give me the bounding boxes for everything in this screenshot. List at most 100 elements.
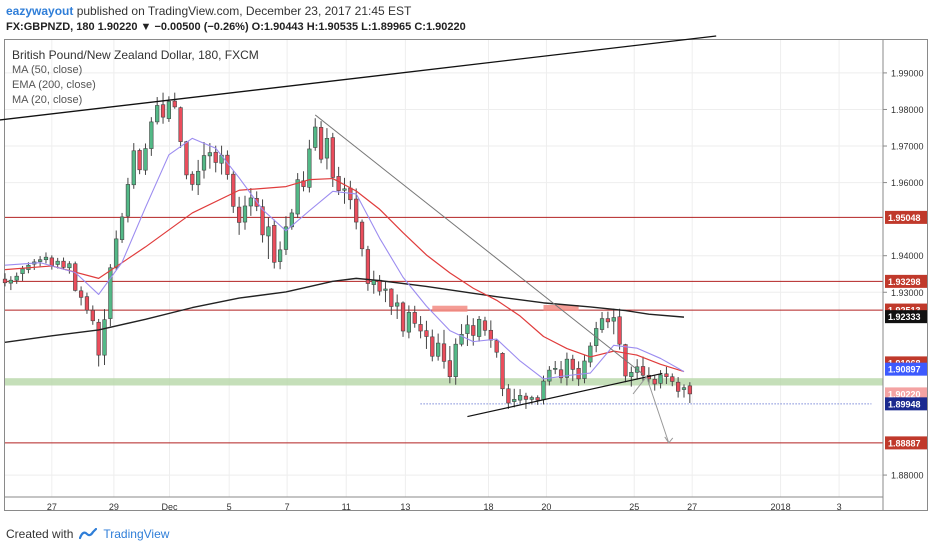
candle-body	[260, 206, 265, 236]
candle-body	[400, 302, 406, 332]
time-tick-label: 5	[227, 502, 232, 512]
projection-path	[632, 375, 670, 444]
candle-body	[55, 260, 60, 265]
candle-body	[676, 381, 681, 392]
candle-body	[196, 170, 201, 186]
author[interactable]: eazywayout	[6, 4, 74, 18]
candle-body	[406, 312, 411, 333]
candle-body	[184, 141, 189, 176]
legend-ma50[interactable]: MA (50, close)	[12, 64, 83, 76]
resistance-marker	[543, 304, 579, 311]
time-tick-label: 27	[687, 502, 697, 512]
candle-body	[131, 150, 136, 186]
candle-body	[73, 263, 78, 291]
candle-body	[342, 188, 347, 191]
candle-body	[354, 198, 359, 223]
candle-body	[477, 319, 482, 337]
price-label: 1.92333	[888, 312, 921, 322]
ma20-line	[4, 137, 685, 380]
candle-body	[523, 395, 529, 400]
candle-body	[84, 296, 90, 311]
candle-body	[582, 360, 587, 379]
candle-body	[570, 358, 575, 370]
candle-body	[102, 319, 107, 356]
time-tick-label: 25	[629, 502, 639, 512]
price-axis: 1.99000 1.98000 1.97000 1.96000 1.94000 1.930…	[882, 40, 927, 511]
candle-body	[389, 288, 394, 307]
time-tick-label: 18	[483, 502, 493, 512]
time-tick-label: 27	[47, 502, 57, 512]
candle-body	[564, 358, 570, 378]
candle-body	[172, 100, 177, 108]
candle-body	[330, 137, 335, 178]
candle-body	[611, 317, 616, 322]
legend-ma20[interactable]: MA (20, close)	[12, 94, 83, 106]
candle-body	[465, 324, 470, 334]
candle-body	[8, 279, 13, 284]
support-zone	[5, 378, 883, 386]
candle-body	[599, 318, 605, 330]
candle-body	[453, 343, 458, 378]
candle-body	[20, 268, 25, 274]
price-label: 1.93298	[888, 277, 921, 287]
candle-body	[272, 225, 277, 263]
candle-body	[336, 176, 341, 191]
price-label-bg	[885, 210, 927, 224]
candle-body	[295, 179, 300, 215]
candle-body	[670, 376, 675, 382]
resistance-marker	[432, 305, 468, 312]
price-label-bg	[885, 387, 927, 401]
candle-body	[681, 387, 687, 390]
ma50-line	[4, 177, 685, 373]
candle-body	[2, 278, 8, 284]
candle-body	[447, 360, 452, 378]
candle-body	[629, 372, 634, 378]
candle-body	[149, 121, 154, 149]
candle-body	[178, 107, 183, 142]
candle-body	[137, 150, 142, 171]
candle-body	[365, 249, 371, 284]
price-tick-label: 1.97000	[891, 142, 924, 152]
tradingview-link[interactable]: TradingView	[103, 527, 170, 541]
time-tick-label: 2018	[771, 502, 791, 512]
candle-body	[488, 329, 493, 341]
time-tick-label: 29	[109, 502, 119, 512]
tradingview-logo-icon	[79, 528, 98, 540]
candle-body	[541, 380, 546, 401]
candle-body	[301, 180, 306, 187]
candle-body	[78, 290, 84, 298]
legend: British Pound/New Zealand Dollar, 180, F…	[12, 48, 259, 108]
candle-body	[38, 259, 43, 262]
candle-body	[506, 388, 511, 404]
candle-body	[324, 138, 330, 159]
descending-trendline	[314, 114, 644, 375]
candle-body	[119, 216, 125, 240]
candle-body	[242, 205, 248, 223]
candle-body	[605, 318, 611, 323]
candle-body	[436, 342, 441, 357]
candle-body	[248, 197, 253, 207]
candle-body	[377, 279, 382, 292]
created-text: Created with	[6, 527, 74, 541]
candle-body	[108, 267, 113, 319]
candle-body	[359, 221, 365, 250]
price-tick-label: 1.94000	[891, 251, 924, 261]
candle-body	[553, 368, 558, 370]
candle-body	[482, 320, 488, 331]
candle-body	[588, 345, 593, 363]
time-tick-label: 20	[541, 502, 551, 512]
candle-body	[371, 279, 376, 285]
indicators	[4, 137, 685, 380]
candle-body	[383, 288, 388, 291]
candle-body	[687, 385, 692, 395]
legend-symbol: British Pound/New Zealand Dollar, 180, F…	[12, 48, 259, 62]
candle-body	[143, 148, 148, 171]
candle-body	[658, 374, 663, 384]
candle-body	[640, 366, 646, 376]
price-label-bg	[885, 310, 927, 324]
price-tick-label: 1.99000	[891, 68, 924, 78]
candle-body	[67, 263, 72, 269]
legend-ema200[interactable]: EMA (200, close)	[12, 79, 96, 91]
time-tick-label: 13	[400, 502, 410, 512]
